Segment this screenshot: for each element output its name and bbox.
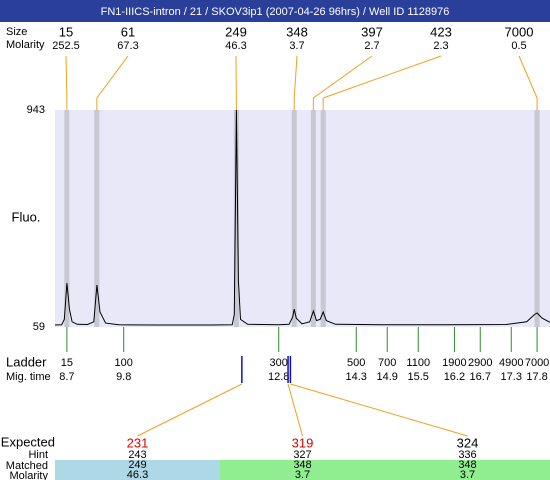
- matched-bg: [385, 460, 550, 480]
- title: FN1-IIICS-intron / 21 / SKOV3ip1 (2007-0…: [101, 6, 450, 18]
- matched-value: 348: [458, 459, 476, 471]
- peak-size: 249: [225, 24, 247, 39]
- size-label: Size: [6, 26, 27, 38]
- ladder-mig-time: 12.8: [268, 371, 289, 383]
- peak-band: [291, 110, 297, 327]
- peak-band: [94, 110, 100, 327]
- expected-connector: [287, 383, 303, 437]
- ladder-size: 1900: [442, 357, 466, 369]
- peak-connector: [322, 55, 442, 110]
- peak-molarity: 67.3: [117, 40, 138, 52]
- hint-value: 327: [293, 449, 311, 461]
- hint-label: Hint: [28, 449, 48, 461]
- matched-bg: [220, 460, 385, 480]
- peak-molarity: 252.5: [52, 40, 80, 52]
- peak-molarity: 2.7: [364, 40, 379, 52]
- trace: [54, 109, 550, 326]
- expected-molarity-label: Molarity: [9, 470, 48, 480]
- ladder-mig-time: 14.3: [346, 371, 367, 383]
- hint-value: 243: [128, 449, 146, 461]
- peak-size: 423: [430, 24, 452, 39]
- ladder-size: 500: [347, 357, 365, 369]
- y-tick-label: 943: [27, 104, 45, 116]
- molarity-label: Molarity: [6, 39, 45, 51]
- peak-band: [534, 110, 540, 327]
- matched-bg: [55, 460, 220, 480]
- ladder-mig-time: 16.7: [470, 371, 491, 383]
- peak-molarity: 3.7: [289, 40, 304, 52]
- peak-molarity: 2.3: [433, 40, 448, 52]
- ladder-size: 100: [115, 357, 133, 369]
- ladder-mig-time: 15.5: [408, 371, 429, 383]
- ladder-mig-time: 17.8: [526, 371, 547, 383]
- peak-molarity: 0.5: [511, 40, 526, 52]
- ladder-size: 300: [270, 357, 288, 369]
- peak-connector: [312, 55, 373, 110]
- hint-value: 336: [458, 449, 476, 461]
- expected-value: 231: [127, 435, 149, 450]
- matched-label: Matched: [6, 460, 48, 472]
- plot-area: [55, 110, 550, 327]
- expected-label: Expected: [1, 434, 55, 449]
- peak-connector: [96, 55, 129, 110]
- ladder-label: Ladder: [6, 354, 47, 369]
- ladder-mig-time: 8.7: [59, 371, 74, 383]
- expected-value: 324: [457, 435, 479, 450]
- y-axis-label: Fluo.: [12, 209, 41, 224]
- ladder-size: 700: [378, 357, 396, 369]
- peak-connector: [293, 55, 298, 110]
- title-bar: [0, 0, 550, 22]
- mig-time-label: Mig. time: [6, 371, 51, 383]
- peak-size: 15: [59, 24, 73, 39]
- peak-size: 61: [121, 24, 135, 39]
- expected-connector: [290, 383, 468, 437]
- ladder-mig-time: 9.8: [116, 371, 131, 383]
- peak-band: [233, 110, 239, 327]
- ladder-size: 4900: [499, 357, 523, 369]
- peak-connector: [518, 55, 538, 110]
- matched-value: 348: [293, 459, 311, 471]
- y-tick-label: 59: [33, 321, 45, 333]
- peak-connector: [65, 55, 68, 110]
- ladder-size: 7000: [525, 357, 549, 369]
- ladder-mig-time: 17.3: [501, 371, 522, 383]
- molarity-value: 3.7: [460, 469, 475, 480]
- expected-connector: [137, 383, 243, 437]
- peak-band: [310, 110, 316, 327]
- ladder-mig-time: 14.9: [377, 371, 398, 383]
- molarity-value: 46.3: [127, 469, 148, 480]
- peak-band: [320, 110, 326, 327]
- ladder-mig-time: 16.2: [444, 371, 465, 383]
- peak-molarity: 46.3: [225, 40, 246, 52]
- matched-value: 249: [128, 459, 146, 471]
- ladder-size: 2900: [468, 357, 492, 369]
- peak-size: 397: [361, 24, 383, 39]
- peak-size: 7000: [505, 24, 534, 39]
- expected-value: 319: [292, 435, 314, 450]
- ladder-size: 1100: [406, 357, 430, 369]
- molarity-value: 3.7: [295, 469, 310, 480]
- peak-size: 348: [286, 24, 308, 39]
- ladder-size: 15: [61, 357, 73, 369]
- peak-band: [64, 110, 70, 327]
